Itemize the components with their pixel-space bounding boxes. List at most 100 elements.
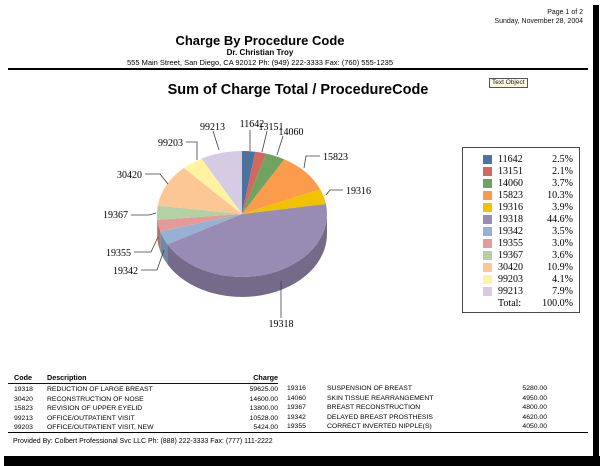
- legend-item-14060: 14060 3.7%: [463, 177, 579, 189]
- pie-slice-11642: [242, 151, 256, 214]
- legend-swatch: [483, 178, 492, 188]
- cell-charge: 5280.00: [522, 385, 547, 392]
- legend-code: 19355: [498, 237, 523, 249]
- cell-description: REDUCTION OF LARGE BREAST: [47, 386, 153, 393]
- pie-slice-side-19342: [160, 231, 168, 265]
- legend-swatch: [483, 286, 492, 296]
- legend-item-30420: 30420 10.9%: [463, 261, 579, 273]
- legend-code: 19367: [498, 249, 523, 261]
- pie-label-19318: 19318: [269, 319, 294, 330]
- page-shadow-bottom: [4, 456, 600, 466]
- header-rule: [8, 68, 588, 70]
- legend-code: 14060: [498, 177, 523, 189]
- pie-slice-19318: [167, 204, 327, 277]
- pie-label-leader-19316: [325, 189, 343, 196]
- cell-description: REVISION OF UPPER EYELID: [47, 405, 143, 413]
- legend-code: 99213: [498, 285, 523, 297]
- legend-code: 11642: [498, 153, 523, 165]
- text-object-badge[interactable]: Text Object: [489, 78, 528, 88]
- pie-slice-13151: [242, 151, 267, 214]
- cell-charge: 13800.00: [249, 405, 278, 413]
- legend-code: 19316: [498, 201, 523, 213]
- cell-description: BREAST RECONSTRUCTION: [327, 404, 421, 412]
- pie-slice-99203: [183, 158, 242, 214]
- pie-label-11642: 11642: [240, 119, 265, 130]
- pie-label-leader-99213: [212, 130, 220, 151]
- legend-swatch: [483, 190, 492, 200]
- legend-item-11642: 11642 2.5%: [463, 153, 579, 165]
- cell-charge: 4800.00: [522, 404, 547, 412]
- cell-charge: 5424.00: [253, 424, 278, 432]
- cell-charge: 4620.00: [522, 413, 547, 421]
- pie-slice-14060: [242, 153, 285, 214]
- pie-label-leader-13151: [261, 130, 268, 153]
- cell-description: RECONSTRUCTION OF NOSE: [47, 395, 144, 403]
- legend-percent: 10.3%: [547, 189, 573, 201]
- legend-percent: 10.9%: [547, 261, 573, 273]
- pie-slice-19342: [160, 214, 242, 245]
- footer-rule: [8, 432, 588, 433]
- legend-percent: 3.9%: [552, 201, 573, 213]
- pie-label-99213: 99213: [200, 122, 225, 133]
- legend-item-13151: 13151 2.1%: [463, 165, 579, 177]
- cell-code: 99203: [14, 424, 33, 432]
- cell-description: CORRECT INVERTED NIPPLE(S): [327, 423, 432, 431]
- footer-text: Provided By: Colbert Professional Svc LL…: [13, 438, 273, 445]
- legend-item-19367: 19367 3.6%: [463, 249, 579, 261]
- cell-description: OFFICE/OUTPATIENT VISIT: [47, 414, 135, 422]
- table-row: 19367 BREAST RECONSTRUCTION 4800.00: [287, 403, 547, 413]
- pie-label-13151: 13151: [259, 122, 284, 133]
- legend-percent: 7.9%: [552, 285, 573, 297]
- cell-charge: 10528.00: [249, 414, 278, 422]
- legend-swatch: [483, 154, 492, 164]
- table-row: 99213 OFFICE/OUTPATIENT VISIT 10528.00: [8, 414, 278, 424]
- practice-address: 555 Main Street, San Diego, CA 92012 Ph:…: [126, 58, 393, 67]
- cell-description: OFFICE/OUTPATIENT VISIT, NEW: [47, 424, 154, 432]
- pie-label-leader-14060: [276, 135, 284, 156]
- legend-item-15823: 15823 10.3%: [463, 189, 579, 201]
- legend-code: 15823: [498, 189, 523, 201]
- cell-code: 15823: [14, 405, 33, 413]
- report-header: Charge By Procedure Code Dr. Christian T…: [0, 33, 520, 68]
- cell-code: 19367: [287, 404, 306, 412]
- chart-legend: 11642 2.5% 13151 2.1% 14060 3.7% 15823 10.3% 193…: [462, 147, 580, 313]
- legend-percent: 4.1%: [552, 273, 573, 285]
- report-title: Charge By Procedure Code: [175, 33, 345, 48]
- cell-code: 19355: [287, 423, 306, 431]
- table-row: 30420 RECONSTRUCTION OF NOSE 14600.00: [8, 395, 278, 405]
- cell-charge: 59625.00: [249, 386, 278, 393]
- pie-label-leader-15823: [303, 155, 320, 169]
- cell-code: 19318: [14, 386, 33, 393]
- legend-item-19342: 19342 3.5%: [463, 225, 579, 237]
- pie-slice-15823: [242, 159, 321, 214]
- col-header-description: Description: [47, 373, 87, 382]
- cell-code: 30420: [14, 395, 33, 403]
- legend-code: 19318: [498, 213, 523, 225]
- table-row: 15823 REVISION OF UPPER EYELID 13800.00: [8, 404, 278, 414]
- legend-swatch: [483, 238, 492, 248]
- legend-total-value: 100.0%: [542, 297, 573, 309]
- legend-item-19355: 19355 3.0%: [463, 237, 579, 249]
- legend-percent: 3.5%: [552, 225, 573, 237]
- page-number: Page 1 of 2: [547, 9, 583, 16]
- pie-label-19367: 19367: [103, 210, 128, 221]
- legend-code: 30420: [498, 261, 523, 273]
- pie-label-15823: 15823: [323, 152, 348, 163]
- legend-total-label: Total:: [498, 297, 522, 309]
- pie-label-19355: 19355: [106, 248, 131, 259]
- pie-slice-side-19318: [167, 214, 327, 298]
- cell-charge: 4950.00: [522, 394, 547, 402]
- table-row: 19316 SUSPENSION OF BREAST 5280.00: [287, 384, 547, 394]
- cell-code: 19316: [287, 385, 306, 392]
- legend-swatch: [483, 214, 492, 224]
- pie-slice-30420: [157, 168, 242, 214]
- page-info: Page 1 of 2 Sunday, November 28, 2004: [494, 8, 583, 26]
- legend-swatch: [483, 274, 492, 284]
- table-row: 19355 CORRECT INVERTED NIPPLE(S) 4050.00: [287, 422, 547, 432]
- col-header-code: Code: [14, 373, 32, 382]
- legend-percent: 3.0%: [552, 237, 573, 249]
- cell-charge: 14600.00: [249, 395, 278, 403]
- chart-title: Sum of Charge Total / ProcedureCode: [167, 82, 429, 98]
- charges-table-right: 19316 SUSPENSION OF BREAST 5280.00 14060 SKI…: [287, 384, 547, 432]
